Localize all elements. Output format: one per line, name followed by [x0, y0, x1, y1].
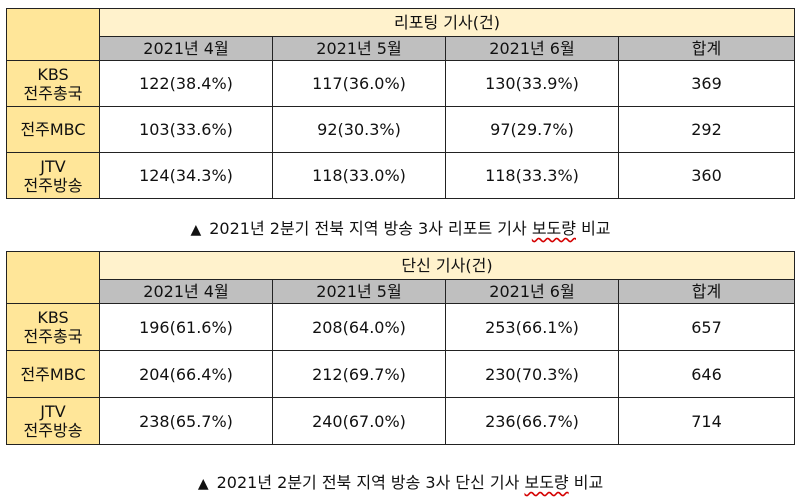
row-label-line: 전주MBC [20, 364, 86, 384]
table-cell: 103(33.6%) [99, 106, 273, 153]
table-cell: 646 [618, 350, 795, 398]
table-cell: 117(36.0%) [272, 60, 446, 107]
row-label-line: 전주방송 [23, 175, 83, 195]
table-cell: 122(38.4%) [99, 60, 273, 107]
row-label: JTV 전주방송 [6, 397, 100, 445]
table-cell: 130(33.9%) [445, 60, 619, 107]
column-header: 2021년 4월 [99, 36, 273, 61]
table-row: KBS 전주총국 196(61.6%) 208(64.0%) 253(66.1%… [6, 303, 795, 351]
table-row: 전주MBC 204(66.4%) 212(69.7%) 230(70.3%) 6… [6, 350, 795, 398]
column-header: 2021년 6월 [445, 36, 619, 61]
row-label-line: 전주방송 [23, 421, 83, 440]
triangle-up-icon: ▲ [197, 476, 209, 492]
table-cell: 360 [618, 152, 795, 199]
table-title: 단신 기사(건) [99, 251, 795, 280]
column-header: 2021년 4월 [99, 279, 273, 304]
row-label: KBS 전주총국 [6, 60, 100, 107]
row-label: KBS 전주총국 [6, 303, 100, 351]
table-cell: 118(33.3%) [445, 152, 619, 199]
table-cell: 292 [618, 106, 795, 153]
table-row: KBS 전주총국 122(38.4%) 117(36.0%) 130(33.9%… [6, 60, 795, 107]
column-header: 2021년 5월 [272, 36, 446, 61]
table-row: JTV 전주방송 238(65.7%) 240(67.0%) 236(66.7%… [6, 397, 795, 445]
column-header: 합계 [618, 36, 795, 61]
table-cell: 369 [618, 60, 795, 107]
table-cell: 240(67.0%) [272, 397, 446, 445]
table-title: 리포팅 기사(건) [99, 8, 795, 37]
table-cell: 196(61.6%) [99, 303, 273, 351]
caption-underlined-word: 보도량 [524, 473, 569, 492]
row-label: 전주MBC [6, 350, 100, 398]
column-header: 2021년 6월 [445, 279, 619, 304]
row-label-line: 전주총국 [23, 83, 83, 103]
table-caption: ▲ 2021년 2분기 전북 지역 방송 3사 리포트 기사 보도량 비교 [6, 215, 795, 239]
row-label-line: KBS [37, 64, 69, 84]
column-header: 2021년 5월 [272, 279, 446, 304]
table-cell: 97(29.7%) [445, 106, 619, 153]
table-corner [6, 251, 100, 304]
table-cell: 212(69.7%) [272, 350, 446, 398]
caption-underlined-word: 보도량 [531, 219, 576, 238]
caption-text: 2021년 2분기 전북 지역 방송 3사 리포트 기사 [209, 219, 532, 238]
table-cell: 124(34.3%) [99, 152, 273, 199]
table-cell: 204(66.4%) [99, 350, 273, 398]
row-label: 전주MBC [6, 106, 100, 153]
row-label-line: JTV [40, 402, 66, 421]
table-caption: ▲ 2021년 2분기 전북 지역 방송 3사 단신 기사 보도량 비교 [6, 469, 795, 493]
table-cell: 236(66.7%) [445, 397, 619, 445]
reporting-articles-table: 리포팅 기사(건) 2021년 4월 2021년 5월 2021년 6월 합계 … [6, 8, 795, 199]
row-label-line: 전주총국 [23, 327, 83, 346]
caption-tail: 비교 [568, 473, 604, 492]
caption-text: 2021년 2분기 전북 지역 방송 3사 단신 기사 [216, 473, 525, 492]
row-label-line: KBS [37, 308, 69, 327]
row-label: JTV 전주방송 [6, 152, 100, 199]
row-label-line: JTV [40, 156, 66, 176]
table-cell: 92(30.3%) [272, 106, 446, 153]
table-cell: 714 [618, 397, 795, 445]
triangle-up-icon: ▲ [190, 222, 202, 238]
table-cell: 657 [618, 303, 795, 351]
table-row: 전주MBC 103(33.6%) 92(30.3%) 97(29.7%) 292 [6, 106, 795, 153]
table-cell: 230(70.3%) [445, 350, 619, 398]
table-row: JTV 전주방송 124(34.3%) 118(33.0%) 118(33.3%… [6, 152, 795, 199]
table-cell: 253(66.1%) [445, 303, 619, 351]
caption-tail: 비교 [576, 219, 611, 238]
column-header: 합계 [618, 279, 795, 304]
table-corner [6, 8, 100, 61]
table-cell: 208(64.0%) [272, 303, 446, 351]
table-cell: 238(65.7%) [99, 397, 273, 445]
brief-articles-table: 단신 기사(건) 2021년 4월 2021년 5월 2021년 6월 합계 K… [6, 251, 795, 445]
row-label-line: 전주MBC [20, 120, 86, 139]
table-cell: 118(33.0%) [272, 152, 446, 199]
